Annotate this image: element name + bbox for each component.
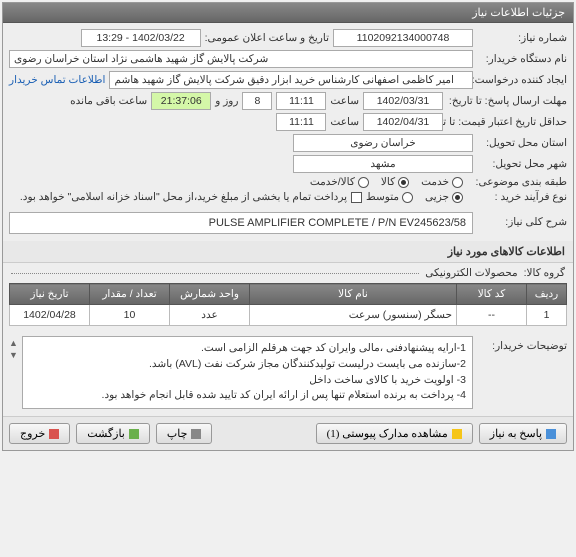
group-label: گروه کالا: — [524, 267, 565, 279]
back-button[interactable]: بازگشت — [76, 423, 150, 444]
radio-medium[interactable]: متوسط — [366, 191, 413, 203]
ptype-label: نوع فرآیند خرید : — [467, 191, 567, 203]
dots-filler — [11, 273, 419, 274]
city-label: شهر محل تحویل: — [477, 158, 567, 170]
group-val: محصولات الکترونیکی — [425, 267, 517, 279]
need-no-label: شماره نیاز: — [477, 32, 567, 44]
print-icon — [191, 429, 201, 439]
respond-button[interactable]: پاسخ به نیاز — [479, 423, 567, 444]
table-row[interactable]: 1 -- حسگر (سنسور) سرعت عدد 10 1402/04/28 — [10, 305, 567, 326]
remain-time: 21:37:06 — [151, 92, 211, 110]
radio-partial[interactable]: جزیی — [425, 191, 463, 203]
th-code: کد کالا — [457, 284, 527, 305]
attachments-label: مشاهده مدارک پیوستی (1) — [327, 427, 448, 440]
group-row: گروه کالا: محصولات الکترونیکی — [3, 263, 573, 283]
note-line-2: 2-سازنده می بایست درلیست تولیدکنندگان مج… — [29, 357, 466, 373]
back-icon — [129, 429, 139, 439]
respond-icon — [546, 429, 556, 439]
cell-date: 1402/04/28 — [10, 305, 90, 326]
creator-field: امیر کاظمی اصفهانی کارشناس خرید ابزار دق… — [109, 71, 473, 89]
category-label: طبقه بندی موضوعی: — [467, 176, 567, 188]
validity-date: 1402/04/31 — [363, 113, 443, 131]
announce-field: 1402/03/22 - 13:29 — [81, 29, 201, 47]
hours-label: روز و — [215, 95, 238, 107]
cell-code: -- — [457, 305, 527, 326]
buyer-label: نام دستگاه خریدار: — [477, 53, 567, 65]
scroll-up-icon[interactable]: ▲ — [9, 338, 18, 348]
button-bar: پاسخ به نیاز مشاهده مدارک پیوستی (1) چاپ… — [3, 416, 573, 450]
remain-label: ساعت باقی مانده — [70, 95, 147, 107]
contact-link[interactable]: اطلاعات تماس خریدار — [9, 74, 105, 86]
items-section-title: اطلاعات کالاهای مورد نیاز — [3, 241, 573, 263]
need-no-field: 1102092134000748 — [333, 29, 473, 47]
payment-note: پرداخت تمام یا بخشی از مبلغ خرید،از محل … — [20, 191, 347, 203]
desc-label: شرح کلی نیاز: — [477, 212, 567, 228]
payment-checkbox[interactable] — [351, 192, 362, 203]
attachments-button[interactable]: مشاهده مدارک پیوستی (1) — [316, 423, 473, 444]
items-table: ردیف کد کالا نام کالا واحد شمارش تعداد /… — [9, 283, 567, 326]
buyer-notes-label: توضیحات خریدار: — [477, 336, 567, 352]
cell-row: 1 — [527, 305, 567, 326]
cell-name: حسگر (سنسور) سرعت — [250, 305, 457, 326]
radio-service-label: خدمت — [421, 176, 449, 188]
hours-val: 8 — [242, 92, 272, 110]
back-label: بازگشت — [87, 427, 125, 440]
exit-label: خروج — [20, 427, 45, 440]
form-area: شماره نیاز: 1102092134000748 تاریخ و ساع… — [3, 23, 573, 212]
radio-goods-label: کالا — [381, 176, 395, 188]
deadline-label: مهلت ارسال پاسخ: تا تاریخ: — [447, 95, 567, 107]
respond-label: پاسخ به نیاز — [490, 427, 542, 440]
time-label-1: ساعت — [330, 95, 359, 107]
radio-partial-label: جزیی — [425, 191, 449, 203]
attachments-icon — [452, 429, 462, 439]
deadline-date: 1402/03/31 — [363, 92, 443, 110]
th-name: نام کالا — [250, 284, 457, 305]
exit-icon — [49, 429, 59, 439]
desc-field: PULSE AMPLIFIER COMPLETE / P/N EV245623/… — [9, 212, 473, 234]
note-line-1: 1-ارایه پیشنهادفنی ،مالی وایران کد جهت ه… — [29, 341, 466, 357]
note-line-3: 3- اولویت خرید با کالای ساخت داخل — [29, 373, 466, 389]
buyer-notes-box: 1-ارایه پیشنهادفنی ،مالی وایران کد جهت ه… — [22, 336, 473, 409]
th-row: ردیف — [527, 284, 567, 305]
cell-unit: عدد — [170, 305, 250, 326]
exit-button[interactable]: خروج — [9, 423, 70, 444]
creator-label: ایجاد کننده درخواست: — [477, 74, 567, 86]
radio-medium-label: متوسط — [366, 191, 399, 203]
province-label: استان محل تحویل: — [477, 137, 567, 149]
panel-title: جزئیات اطلاعات نیاز — [3, 3, 573, 23]
buyer-field: شرکت پالایش گاز شهید هاشمی نژاد استان خر… — [9, 50, 473, 68]
category-radio-group: خدمت کالا کالا/خدمت — [310, 176, 463, 188]
province-field: خراسان رضوی — [293, 134, 473, 152]
ptype-radio-group: جزیی متوسط — [366, 191, 463, 203]
details-panel: جزئیات اطلاعات نیاز شماره نیاز: 11020921… — [2, 2, 574, 451]
city-field: مشهد — [293, 155, 473, 173]
th-date: تاریخ نیاز — [10, 284, 90, 305]
cell-qty: 10 — [90, 305, 170, 326]
th-unit: واحد شمارش — [170, 284, 250, 305]
radio-both-label: کالا/خدمت — [310, 176, 355, 188]
radio-service[interactable]: خدمت — [421, 176, 463, 188]
print-label: چاپ — [167, 427, 188, 440]
th-qty: تعداد / مقدار — [90, 284, 170, 305]
note-line-4: 4- پرداخت به برنده استعلام تنها پس از ار… — [29, 388, 466, 404]
radio-goods[interactable]: کالا — [381, 176, 409, 188]
validity-label: حداقل تاریخ اعتبار قیمت: تا تاریخ: — [447, 116, 567, 128]
scroll-down-icon[interactable]: ▼ — [9, 350, 18, 360]
print-button[interactable]: چاپ — [156, 423, 213, 444]
announce-label: تاریخ و ساعت اعلان عمومی: — [205, 32, 329, 44]
validity-time: 11:11 — [276, 113, 326, 131]
radio-both[interactable]: کالا/خدمت — [310, 176, 369, 188]
time-label-2: ساعت — [330, 116, 359, 128]
deadline-time: 11:11 — [276, 92, 326, 110]
